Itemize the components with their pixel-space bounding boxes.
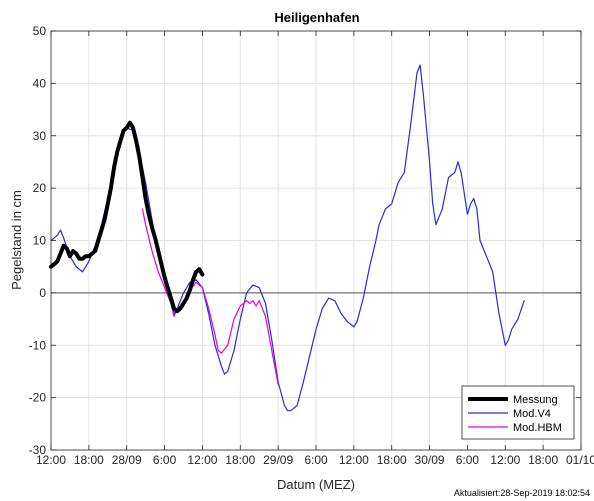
x-tick-label: 6:00	[456, 453, 480, 467]
x-tick-label: 12:00	[36, 453, 66, 467]
y-tick-label: 10	[33, 234, 47, 248]
y-tick-label: -10	[29, 338, 47, 352]
legend-label-mod-v4: Mod.V4	[513, 408, 551, 420]
x-tick-label: 12:00	[339, 453, 369, 467]
y-tick-label: 20	[33, 181, 47, 195]
x-tick-label: 01/10	[566, 453, 594, 467]
y-tick-label: 40	[33, 76, 47, 90]
y-tick-label: 30	[33, 129, 47, 143]
y-axis-label: Pegelstand in cm	[9, 190, 24, 290]
x-tick-label: 18:00	[225, 453, 255, 467]
x-tick-label: 6:00	[153, 453, 177, 467]
chart-title: Heiligenhafen	[274, 10, 359, 25]
x-tick-labels: 12:00 18:00 28/09 6:00 12:00 18:00 29/09 6:00 12…	[36, 453, 594, 467]
y-tick-label: 0	[39, 286, 46, 300]
legend: Messung Mod.V4 Mod.HBM	[461, 385, 575, 440]
x-tick-label: 18:00	[528, 453, 558, 467]
y-tick-label: -20	[29, 391, 47, 405]
x-tick-label: 12:00	[490, 453, 520, 467]
series-line-mod-hbm	[141, 208, 279, 386]
series-line-messung	[49, 120, 205, 314]
legend-label-mod-hbm: Mod.HBM	[513, 422, 562, 434]
tick-marks	[50, 30, 582, 451]
x-tick-label: 12:00	[187, 453, 217, 467]
x-tick-label: 29/09	[263, 453, 293, 467]
x-tick-label: 18:00	[74, 453, 104, 467]
x-tick-label: 30/09	[415, 453, 445, 467]
x-tick-label: 6:00	[304, 453, 328, 467]
series-line-mod-v4	[50, 64, 525, 412]
legend-label-messung: Messung	[513, 394, 558, 406]
updated-timestamp: Aktualisiert:28-Sep-2019 18:02:54	[454, 488, 590, 498]
y-tick-labels: -30 -20 -10 0 10 20 30 40 50	[29, 24, 47, 457]
series-group	[49, 64, 525, 412]
x-tick-label: 28/09	[112, 453, 142, 467]
x-tick-label: 18:00	[377, 453, 407, 467]
y-tick-label: 50	[33, 24, 47, 38]
y-tick-label: -30	[29, 443, 47, 457]
x-axis-label: Datum (MEZ)	[277, 477, 355, 492]
